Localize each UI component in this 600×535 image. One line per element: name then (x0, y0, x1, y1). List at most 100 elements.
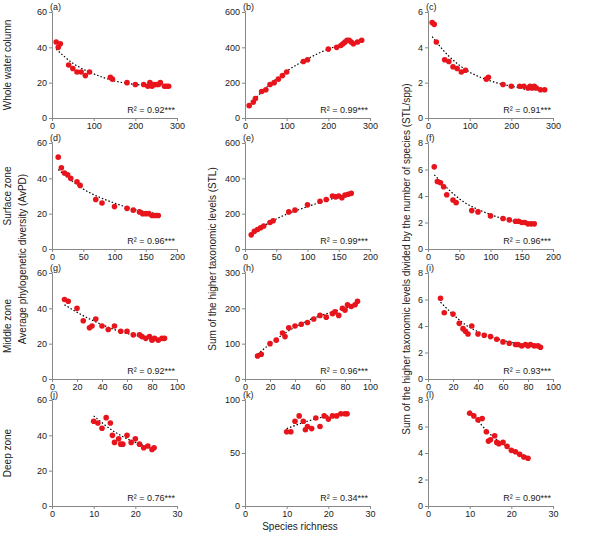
x-tick: 30 (172, 506, 182, 519)
point (488, 334, 494, 340)
x-tick: 60 (315, 379, 325, 392)
point (130, 207, 136, 213)
y-tick-label: 0 (42, 501, 47, 511)
point (431, 164, 437, 170)
y-tick-label: 2 (418, 218, 423, 228)
y-tick-mark (242, 83, 245, 84)
x-tick: 100 (280, 118, 295, 131)
point (112, 204, 118, 210)
r-squared: R² = 0.92*** (127, 366, 175, 376)
y-tick: 2 (418, 78, 428, 88)
y-tick-label: 0 (42, 374, 47, 384)
y-tick-label: 20 (37, 339, 47, 349)
y-tick-mark (49, 400, 52, 401)
y-tick: 4 (418, 448, 428, 458)
r-squared: R² = 0.96*** (127, 236, 175, 246)
trend-line (58, 170, 158, 214)
x-tick: 20 (265, 379, 275, 392)
y-tick-label: 8 (418, 268, 423, 278)
point (438, 295, 444, 301)
x-tick-label: 200 (363, 252, 378, 262)
y-axis: 02468 (418, 268, 429, 384)
x-tick: 60 (498, 379, 508, 392)
r-squared: R² = 0.93*** (503, 366, 551, 376)
x-axis-line (429, 507, 554, 510)
x-tick: 10 (465, 506, 475, 519)
y-tick-mark (425, 118, 428, 119)
y-tick-label: 8 (418, 138, 423, 148)
x-tick-label: 0 (426, 121, 431, 131)
y-tick-label: 0 (418, 374, 423, 384)
trend-line (258, 305, 358, 354)
x-tick: 20 (448, 379, 458, 392)
panel: 010203002468(l)R² = 0.90*** (418, 390, 559, 519)
y-tick-label: 40 (37, 43, 47, 53)
point (124, 80, 130, 86)
point (151, 445, 157, 451)
x-tick: 200 (546, 249, 561, 262)
x-tick-label: 50 (79, 252, 89, 262)
plot-marks (255, 298, 361, 358)
y-tick-mark (242, 379, 245, 380)
panel: 01002003000200400600(b)R² = 0.99*** (225, 2, 378, 131)
r-squared: R² = 0.99*** (320, 236, 368, 246)
y-tick-mark (425, 453, 428, 454)
point (336, 313, 342, 319)
point (323, 197, 329, 203)
x-tick-label: 0 (426, 509, 431, 519)
y-tick: 20 (37, 466, 52, 476)
y-tick-mark (425, 12, 428, 13)
column-label: Sum of the higher taxonomic levels divid… (401, 83, 412, 434)
x-tick-label: 80 (340, 382, 350, 392)
point (326, 46, 332, 52)
x-tick-label: 100 (107, 252, 122, 262)
point (500, 216, 506, 222)
x-tick-label: 80 (523, 382, 533, 392)
point (484, 429, 490, 435)
y-axis-line (49, 274, 53, 380)
x-tick: 200 (504, 118, 519, 131)
y-tick-mark (425, 83, 428, 84)
y-tick: 0 (235, 501, 245, 511)
point (286, 325, 292, 331)
y-axis-line (425, 13, 429, 119)
y-axis: 0204060 (37, 268, 53, 384)
x-tick: 100 (363, 379, 378, 392)
y-tick-mark (49, 83, 52, 84)
x-tick-label: 20 (324, 509, 334, 519)
x-tick: 80 (523, 379, 533, 392)
x-tick-label: 0 (50, 509, 55, 519)
y-tick-mark (242, 400, 245, 401)
x-tick-label: 150 (332, 252, 347, 262)
trend-line (94, 416, 152, 448)
x-tick-label: 200 (321, 121, 336, 131)
point (263, 87, 269, 93)
point (87, 69, 93, 75)
row-label: Deep zone (2, 428, 13, 477)
x-tick-label: 100 (87, 121, 102, 131)
y-tick-label: 0 (235, 244, 240, 254)
y-tick: 40 (37, 304, 52, 314)
point (441, 184, 447, 190)
y-tick-label: 400 (225, 43, 240, 53)
point (471, 413, 477, 419)
trend-line (441, 302, 541, 347)
y-tick: 0 (418, 113, 428, 123)
y-tick-mark (425, 47, 428, 48)
x-tick-label: 50 (455, 252, 465, 262)
point (99, 425, 105, 431)
plot-marks (62, 297, 168, 343)
point (542, 87, 548, 93)
point (441, 310, 447, 316)
point (500, 339, 506, 345)
y-tick: 0 (42, 113, 52, 123)
y-tick: 200 (225, 78, 245, 88)
plot-marks (467, 410, 531, 461)
y-tick: 200 (225, 209, 245, 219)
y-tick: 0 (418, 501, 428, 511)
point (469, 323, 475, 329)
x-tick-label: 200 (504, 121, 519, 131)
y-tick-label: 400 (225, 174, 240, 184)
y-tick-mark (49, 118, 52, 119)
point (500, 440, 506, 446)
